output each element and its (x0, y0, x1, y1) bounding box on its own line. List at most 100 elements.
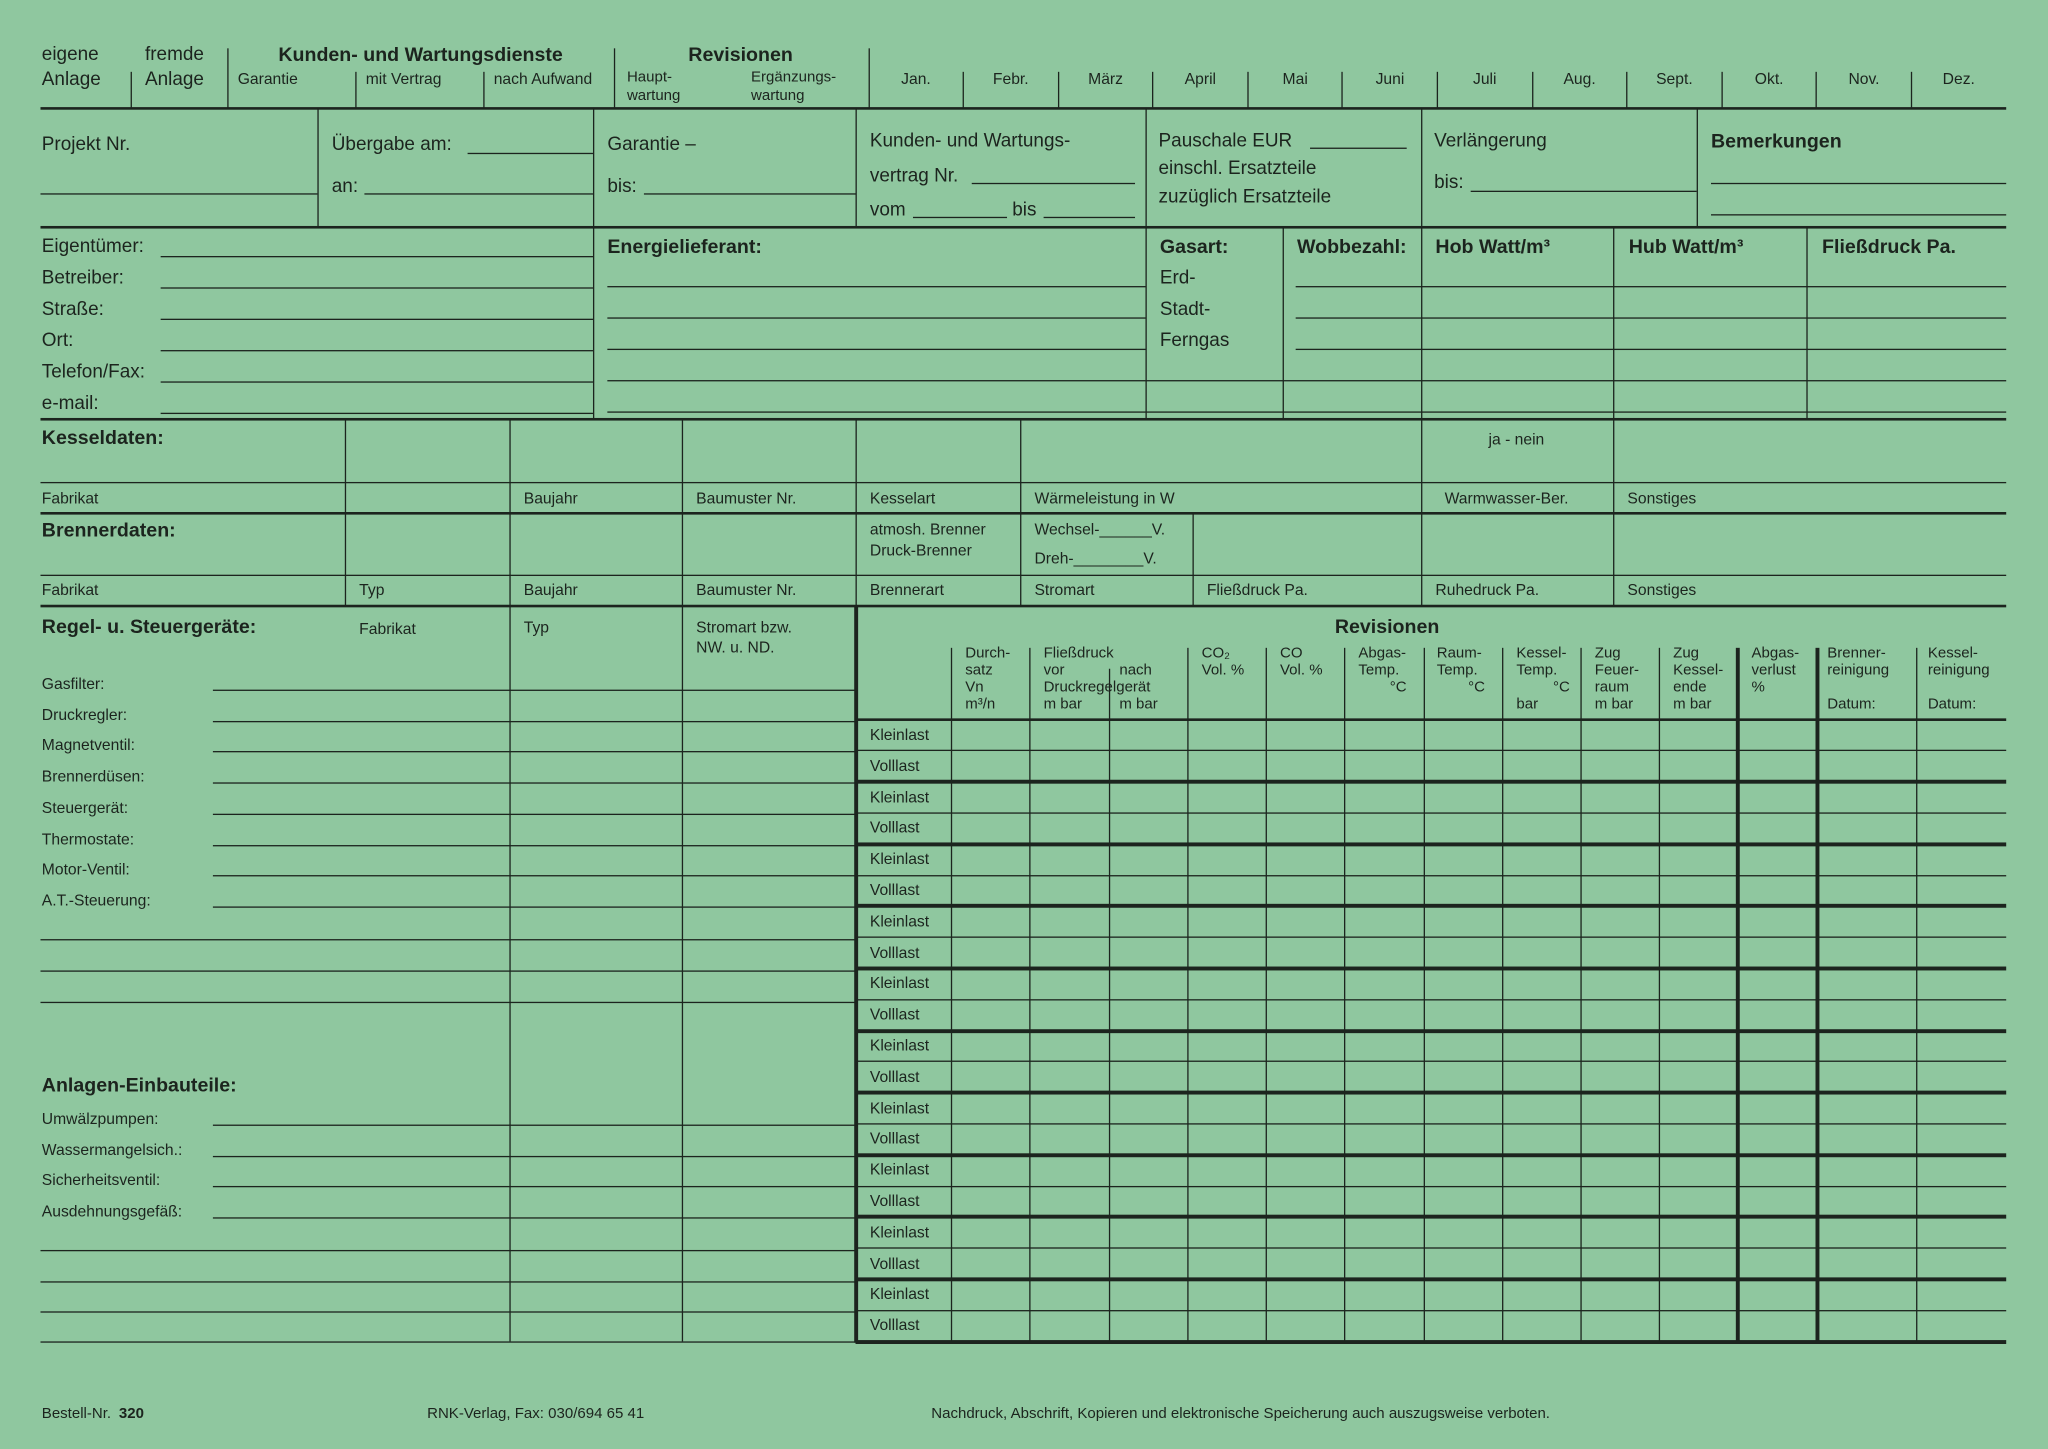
revision-row-label: Kleinlast (869, 1160, 930, 1179)
regel-items-7-label: A.T.-Steuerung: (41, 891, 151, 910)
revisionen-column-6-header: Abgas- (1358, 645, 1406, 662)
project-pauschale-1-label: einschl. Ersatzteile (1158, 158, 1317, 179)
column-divider (854, 108, 857, 228)
owner-gas-types-0-label: Erd- (1159, 267, 1196, 289)
revision-row-label: Volllast (869, 942, 920, 962)
brenner-labels-2-label: Baujahr (523, 580, 578, 599)
fill-in-line (1310, 146, 1407, 149)
brenner-art-options-0-label: atmosh. Brenner (869, 520, 986, 539)
month-3-label: März (1088, 69, 1123, 89)
rule-line (855, 1247, 2007, 1249)
fill-in-line (40, 938, 856, 940)
column-divider (613, 48, 615, 109)
header-haupt-1-label: wartung (626, 88, 681, 104)
month-11-label: Nov. (1848, 69, 1880, 89)
brenner-labels-0-label: Fabrikat (41, 580, 99, 599)
project-bemerkungen-label: Bemerkungen (1711, 130, 1842, 153)
brenner-labels-6-label: Fließdruck Pa. (1206, 580, 1308, 599)
column-divider (1341, 71, 1344, 109)
owner-fields-4-label: Telefon/Fax: (41, 361, 145, 383)
column-divider (1695, 108, 1698, 228)
fill-in-line (1145, 410, 2007, 413)
brenner-labels-5-label: Stromart (1034, 580, 1095, 599)
header-kunden-title-label: Kunden- und Wartungsdienste (278, 44, 563, 67)
column-divider (1019, 419, 1021, 514)
brenner-strom-options-0-label: Wechsel-______V. (1034, 520, 1166, 539)
revisionen-column-13-header: Datum: (1927, 696, 1977, 713)
header-ergaenzung-0-label: Ergänzungs- (751, 69, 837, 86)
revisionen-column-1-header: m³/n (965, 696, 996, 713)
fill-in-line (40, 192, 318, 194)
column-divider (1612, 227, 1614, 420)
fill-in-line (160, 286, 593, 288)
revisionen-column-8-header: Kessel- (1516, 645, 1567, 662)
einbauteile-title-label: Anlagen-Einbauteile: (41, 1074, 237, 1097)
owner-energielieferant-label: Energielieferant: (607, 236, 762, 259)
fill-in-line (364, 192, 593, 194)
revision-row-label: Kleinlast (869, 1098, 930, 1117)
revisionen-column-2-header: Fließdruck (1043, 645, 1114, 662)
revisionen-column-7-header: Temp. (1436, 662, 1478, 679)
project-an-label: an: (331, 176, 359, 198)
column-divider (681, 513, 683, 607)
revisionen-column-9-header: Zug (1594, 645, 1621, 662)
revisionen-column-8-header: Temp. (1516, 662, 1558, 679)
revision-row-label: Kleinlast (869, 911, 930, 931)
rule-line (855, 842, 2007, 846)
regel-col-stromart-0-label: Stromart bzw. (696, 618, 792, 637)
regel-col-fabrikat-label: Fabrikat (359, 619, 416, 638)
column-divider (1531, 71, 1533, 109)
rule-line (40, 481, 2007, 483)
column-divider (1144, 227, 1147, 420)
revisionen-column-5-header: Vol. % (1279, 662, 1323, 679)
column-divider (1658, 647, 1660, 1342)
column-divider (1735, 647, 1740, 1342)
owner-fliessdruck-label: Fließdruck Pa. (1822, 236, 1956, 259)
revisionen-column-1-header: satz (965, 662, 993, 679)
revision-row-label: Kleinlast (869, 849, 930, 868)
column-divider (1343, 647, 1345, 1342)
brenner-title-label: Brennerdaten: (41, 519, 176, 542)
kessel-labels-0-label: Fabrikat (41, 489, 99, 508)
column-divider (1423, 647, 1425, 1342)
project-projekt-nr-label: Projekt Nr. (41, 134, 131, 156)
revision-row-label: Volllast (869, 1005, 920, 1024)
eigene-anlage-label: Anlage (41, 69, 101, 91)
fill-in-line (971, 182, 1136, 184)
fill-in-line (1043, 216, 1136, 218)
revisionen-column-12-header: reinigung (1827, 662, 1890, 679)
rule-line (855, 1090, 2007, 1095)
column-divider (1612, 419, 1614, 514)
revision-row-label: Kleinlast (869, 973, 930, 993)
project-vertrag-1-label: vertrag Nr. (869, 165, 959, 187)
month-10-label: Okt. (1754, 69, 1784, 89)
kessel-ja-nein-label: ja - nein (1488, 430, 1545, 449)
project-vertrag-3-label: bis (1012, 199, 1037, 221)
column-divider (129, 71, 132, 109)
rule-line (40, 604, 2007, 608)
fill-in-line (607, 316, 1146, 319)
column-divider (1420, 227, 1422, 420)
header-revisionen-title-label: Revisionen (688, 44, 793, 67)
revisionen-column-7-header: Raum- (1436, 645, 1482, 662)
column-divider (854, 513, 857, 607)
column-divider (1805, 227, 1808, 420)
fill-in-line (912, 216, 1008, 218)
fill-in-line (1295, 316, 2007, 319)
column-divider (853, 606, 858, 1343)
column-divider (1579, 647, 1582, 1342)
regel-items-6-label: Motor-Ventil: (41, 859, 130, 879)
regel-col-typ-label: Typ (523, 618, 550, 637)
regel-items-5-label: Thermostate: (41, 829, 135, 849)
revisionen-column-13-header: Kessel- (1927, 645, 1978, 662)
fill-in-line (607, 379, 1146, 381)
project-verlaengerung-bis-label: bis: (1434, 172, 1464, 194)
rule-line (855, 904, 2007, 909)
fill-in-line (212, 750, 856, 752)
project-garantie-label: Garantie – (607, 134, 696, 156)
revisionen-column-12-header: Brenner- (1827, 645, 1886, 662)
column-divider (1915, 647, 1917, 1342)
header-kunden-sub-2-label: nach Aufwand (493, 69, 593, 89)
owner-gas-types-2-label: Ferngas (1159, 330, 1230, 352)
